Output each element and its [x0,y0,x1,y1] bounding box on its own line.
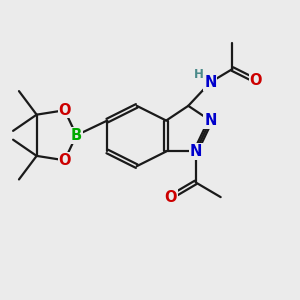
Text: H: H [194,68,204,80]
Text: O: O [58,153,71,168]
Text: N: N [204,75,217,90]
Text: N: N [190,144,202,159]
Text: O: O [164,190,177,205]
Text: B: B [71,128,82,143]
Text: N: N [204,113,217,128]
Text: O: O [250,73,262,88]
Text: O: O [58,103,71,118]
